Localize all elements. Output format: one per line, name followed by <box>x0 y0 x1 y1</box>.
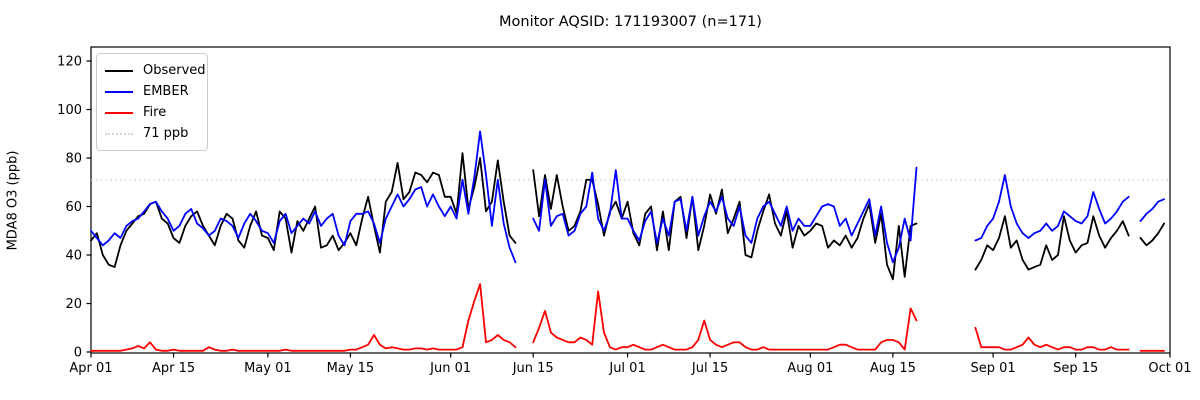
y-tick-label: 80 <box>65 152 82 167</box>
legend-item-ember: EMBER <box>105 81 199 102</box>
y-tick-label: 120 <box>57 55 82 70</box>
fire-line-sample <box>105 111 133 114</box>
series-line-ember <box>90 130 1165 264</box>
legend-label: Observed <box>143 63 206 78</box>
x-tick-label: May 01 <box>244 361 292 376</box>
series-line-fire <box>90 283 1165 352</box>
x-tick-label: May 15 <box>327 361 375 376</box>
legend: Observed EMBER Fire 71 ppb <box>96 53 208 151</box>
x-tick-label: Jun 01 <box>429 361 471 376</box>
legend-label: EMBER <box>143 84 189 99</box>
legend-item-fire: Fire <box>105 102 199 123</box>
x-tick-label: Apr 01 <box>69 361 112 376</box>
observed-line-sample <box>105 69 133 72</box>
chart-title: Monitor AQSID: 171193007 (n=171) <box>499 14 762 30</box>
legend-label: Fire <box>143 105 167 120</box>
threshold-line-sample <box>105 132 133 135</box>
series-line-observed <box>90 152 1165 281</box>
x-tick-label: Sep 15 <box>1053 361 1098 376</box>
x-tick-label: Jul 15 <box>691 361 728 376</box>
x-tick-label: Oct 01 <box>1148 361 1191 376</box>
x-tick-label: Aug 01 <box>787 361 833 376</box>
y-tick-label: 100 <box>57 103 82 118</box>
ember-line-sample <box>105 90 133 93</box>
y-tick-label: 20 <box>65 297 82 312</box>
x-tick-label: Jun 15 <box>512 361 554 376</box>
x-tick-label: Apr 15 <box>152 361 195 376</box>
legend-item-observed: Observed <box>105 60 206 81</box>
x-tick-label: Aug 15 <box>870 361 916 376</box>
x-tick-label: Sep 01 <box>971 361 1016 376</box>
legend-label: 71 ppb <box>143 126 189 141</box>
plot-frame <box>90 46 1171 354</box>
y-tick-label: 0 <box>74 346 82 361</box>
y-tick-label: 40 <box>65 249 82 264</box>
x-tick-label: Jul 01 <box>608 361 645 376</box>
legend-item-threshold: 71 ppb <box>105 123 199 144</box>
y-tick-label: 60 <box>65 200 82 215</box>
